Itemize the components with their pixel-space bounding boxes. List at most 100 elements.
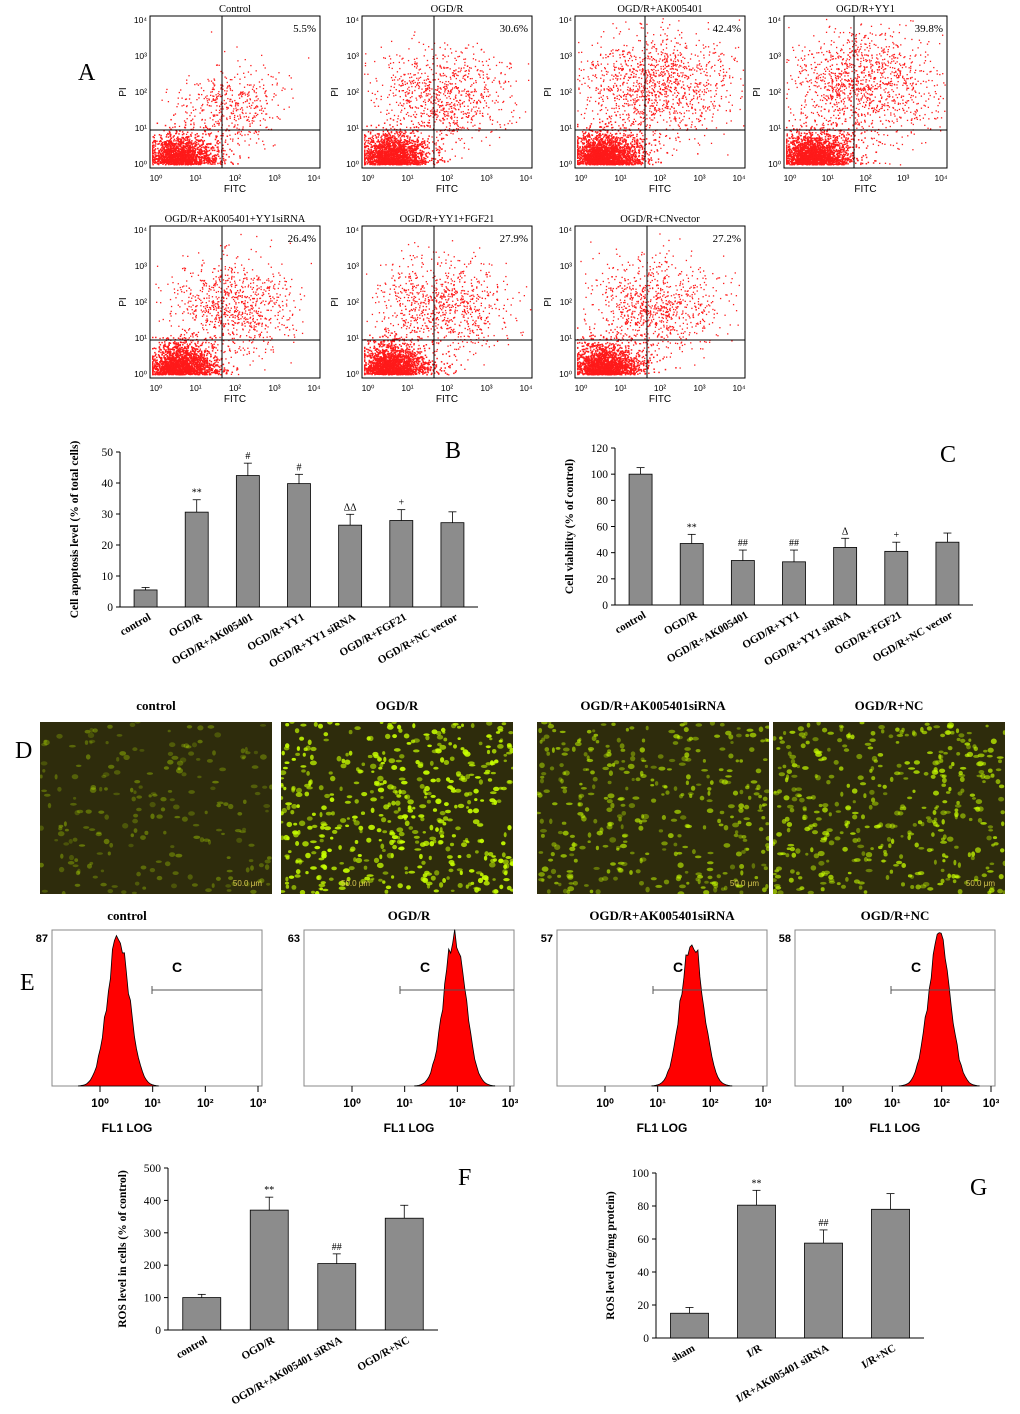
event-dot	[425, 161, 428, 163]
event-dot	[444, 94, 447, 97]
event-dot	[376, 147, 379, 149]
event-dot	[454, 123, 456, 125]
event-dot	[216, 142, 218, 144]
event-dot	[424, 107, 426, 109]
event-dot	[154, 156, 156, 158]
event-dot	[255, 131, 258, 133]
event-dot	[390, 151, 393, 153]
event-dot	[172, 142, 174, 144]
event-dot	[376, 150, 379, 152]
event-dot	[402, 157, 404, 159]
event-dot	[378, 157, 380, 159]
event-dot	[237, 60, 239, 62]
event-dot	[180, 161, 183, 164]
event-dot	[388, 159, 390, 162]
event-dot	[376, 156, 378, 158]
event-dot	[175, 160, 177, 163]
event-dot	[414, 157, 416, 160]
event-dot	[228, 84, 230, 87]
event-dot	[192, 109, 195, 111]
event-dot	[432, 116, 434, 118]
event-dot	[170, 153, 173, 156]
event-dot	[413, 149, 415, 152]
event-dot	[449, 90, 452, 93]
event-dot	[240, 93, 242, 95]
event-dot	[194, 145, 196, 148]
event-dot	[239, 157, 241, 159]
event-dot	[237, 124, 239, 126]
event-dot	[388, 137, 390, 140]
event-dot	[485, 60, 488, 62]
event-dot	[225, 153, 228, 156]
event-dot	[418, 69, 420, 71]
event-dot	[283, 108, 285, 111]
event-dot	[403, 148, 405, 151]
event-dot	[443, 161, 446, 163]
event-dot	[173, 140, 175, 142]
event-dot	[369, 163, 371, 166]
event-dot	[152, 144, 154, 147]
event-dot	[192, 118, 194, 120]
event-dot	[367, 142, 369, 144]
event-dot	[198, 150, 201, 152]
event-dot	[434, 158, 437, 160]
event-dot	[161, 158, 163, 160]
event-dot	[167, 100, 170, 103]
event-dot	[205, 126, 207, 128]
event-dot	[387, 157, 390, 159]
event-dot	[436, 110, 438, 113]
event-dot	[160, 162, 162, 164]
event-dot	[448, 122, 450, 124]
event-dot	[216, 101, 218, 103]
event-dot	[387, 96, 389, 99]
event-dot	[206, 98, 208, 100]
event-dot	[392, 74, 395, 76]
event-dot	[175, 159, 177, 162]
event-dot	[402, 141, 404, 144]
event-dot	[447, 90, 450, 93]
event-dot	[214, 125, 216, 127]
event-dot	[413, 159, 415, 161]
event-dot	[475, 106, 477, 108]
event-dot	[444, 111, 446, 113]
event-dot	[183, 158, 186, 160]
event-dot	[367, 151, 370, 153]
event-dot	[419, 151, 421, 154]
event-dot	[266, 126, 268, 128]
event-dot	[275, 78, 277, 80]
event-dot	[176, 158, 178, 160]
event-dot	[402, 99, 405, 101]
event-dot	[389, 142, 392, 145]
event-dot	[196, 139, 199, 141]
event-dot	[227, 97, 229, 100]
event-dot	[378, 160, 380, 163]
event-dot	[199, 112, 201, 114]
event-dot	[394, 160, 397, 163]
event-dot	[430, 97, 432, 99]
event-dot	[192, 147, 194, 149]
event-dot	[398, 61, 400, 64]
event-dot	[383, 148, 386, 151]
event-dot	[441, 100, 443, 103]
event-dot	[394, 83, 396, 85]
event-dot	[394, 141, 396, 143]
event-dot	[399, 123, 402, 125]
event-dot	[224, 161, 226, 163]
event-dot	[183, 133, 185, 135]
event-dot	[224, 50, 226, 53]
event-dot	[426, 88, 428, 90]
event-dot	[592, 145, 594, 147]
x-tick-label: 10³	[268, 173, 280, 183]
event-dot	[392, 158, 395, 160]
event-dot	[200, 87, 203, 89]
event-dot	[382, 155, 385, 157]
event-dot	[495, 99, 497, 102]
event-dot	[393, 153, 395, 155]
event-dot	[382, 142, 384, 145]
event-dot	[403, 135, 405, 137]
event-dot	[380, 143, 382, 146]
event-dot	[190, 133, 192, 136]
event-dot	[222, 72, 224, 74]
event-dot	[444, 150, 446, 152]
event-dot	[177, 140, 179, 142]
